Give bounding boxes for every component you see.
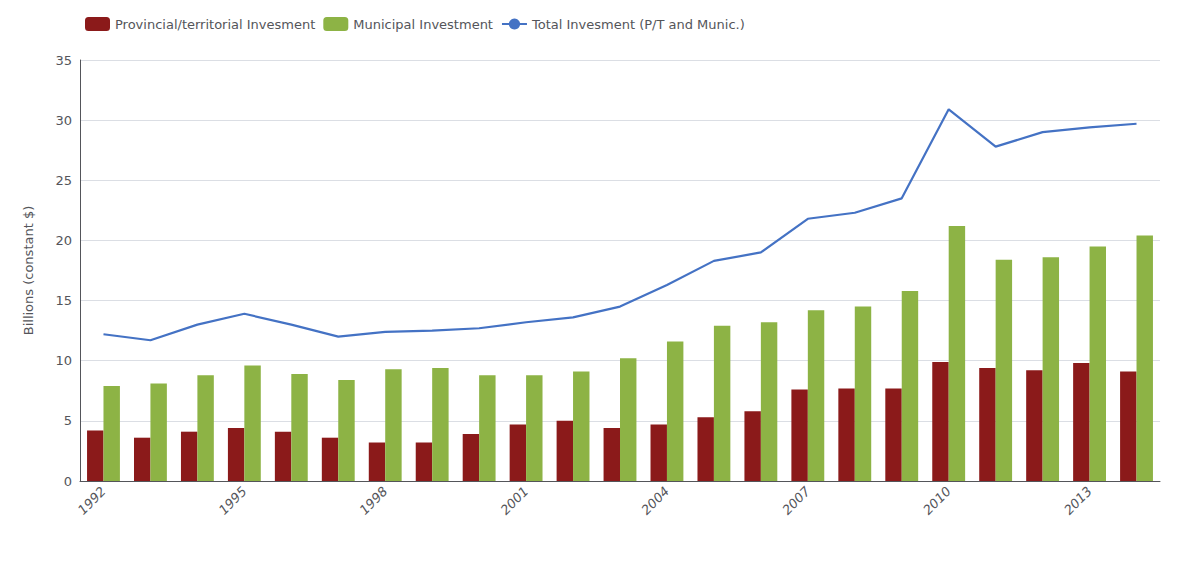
svg-text:35: 35 bbox=[55, 53, 72, 68]
svg-text:2013: 2013 bbox=[1061, 484, 1095, 518]
svg-text:1992: 1992 bbox=[75, 484, 109, 518]
svg-text:20: 20 bbox=[55, 233, 72, 248]
svg-text:Billions (constant $): Billions (constant $) bbox=[21, 206, 36, 336]
svg-text:15: 15 bbox=[55, 293, 72, 308]
svg-text:1995: 1995 bbox=[216, 484, 250, 518]
svg-text:2004: 2004 bbox=[638, 484, 672, 518]
svg-text:2001: 2001 bbox=[497, 484, 531, 518]
svg-text:25: 25 bbox=[55, 173, 72, 188]
svg-text:Provincial/territorial Invesme: Provincial/territorial Invesment bbox=[115, 17, 315, 32]
svg-text:Municipal Investment: Municipal Investment bbox=[353, 17, 493, 32]
svg-text:30: 30 bbox=[55, 113, 72, 128]
svg-text:2007: 2007 bbox=[779, 483, 813, 517]
svg-text:Total Invesment (P/T and Munic: Total Invesment (P/T and Munic.) bbox=[531, 17, 745, 32]
svg-text:2010: 2010 bbox=[920, 484, 954, 518]
svg-text:10: 10 bbox=[55, 353, 72, 368]
svg-text:0: 0 bbox=[64, 474, 72, 489]
svg-text:1998: 1998 bbox=[357, 484, 391, 518]
svg-text:5: 5 bbox=[64, 413, 72, 428]
